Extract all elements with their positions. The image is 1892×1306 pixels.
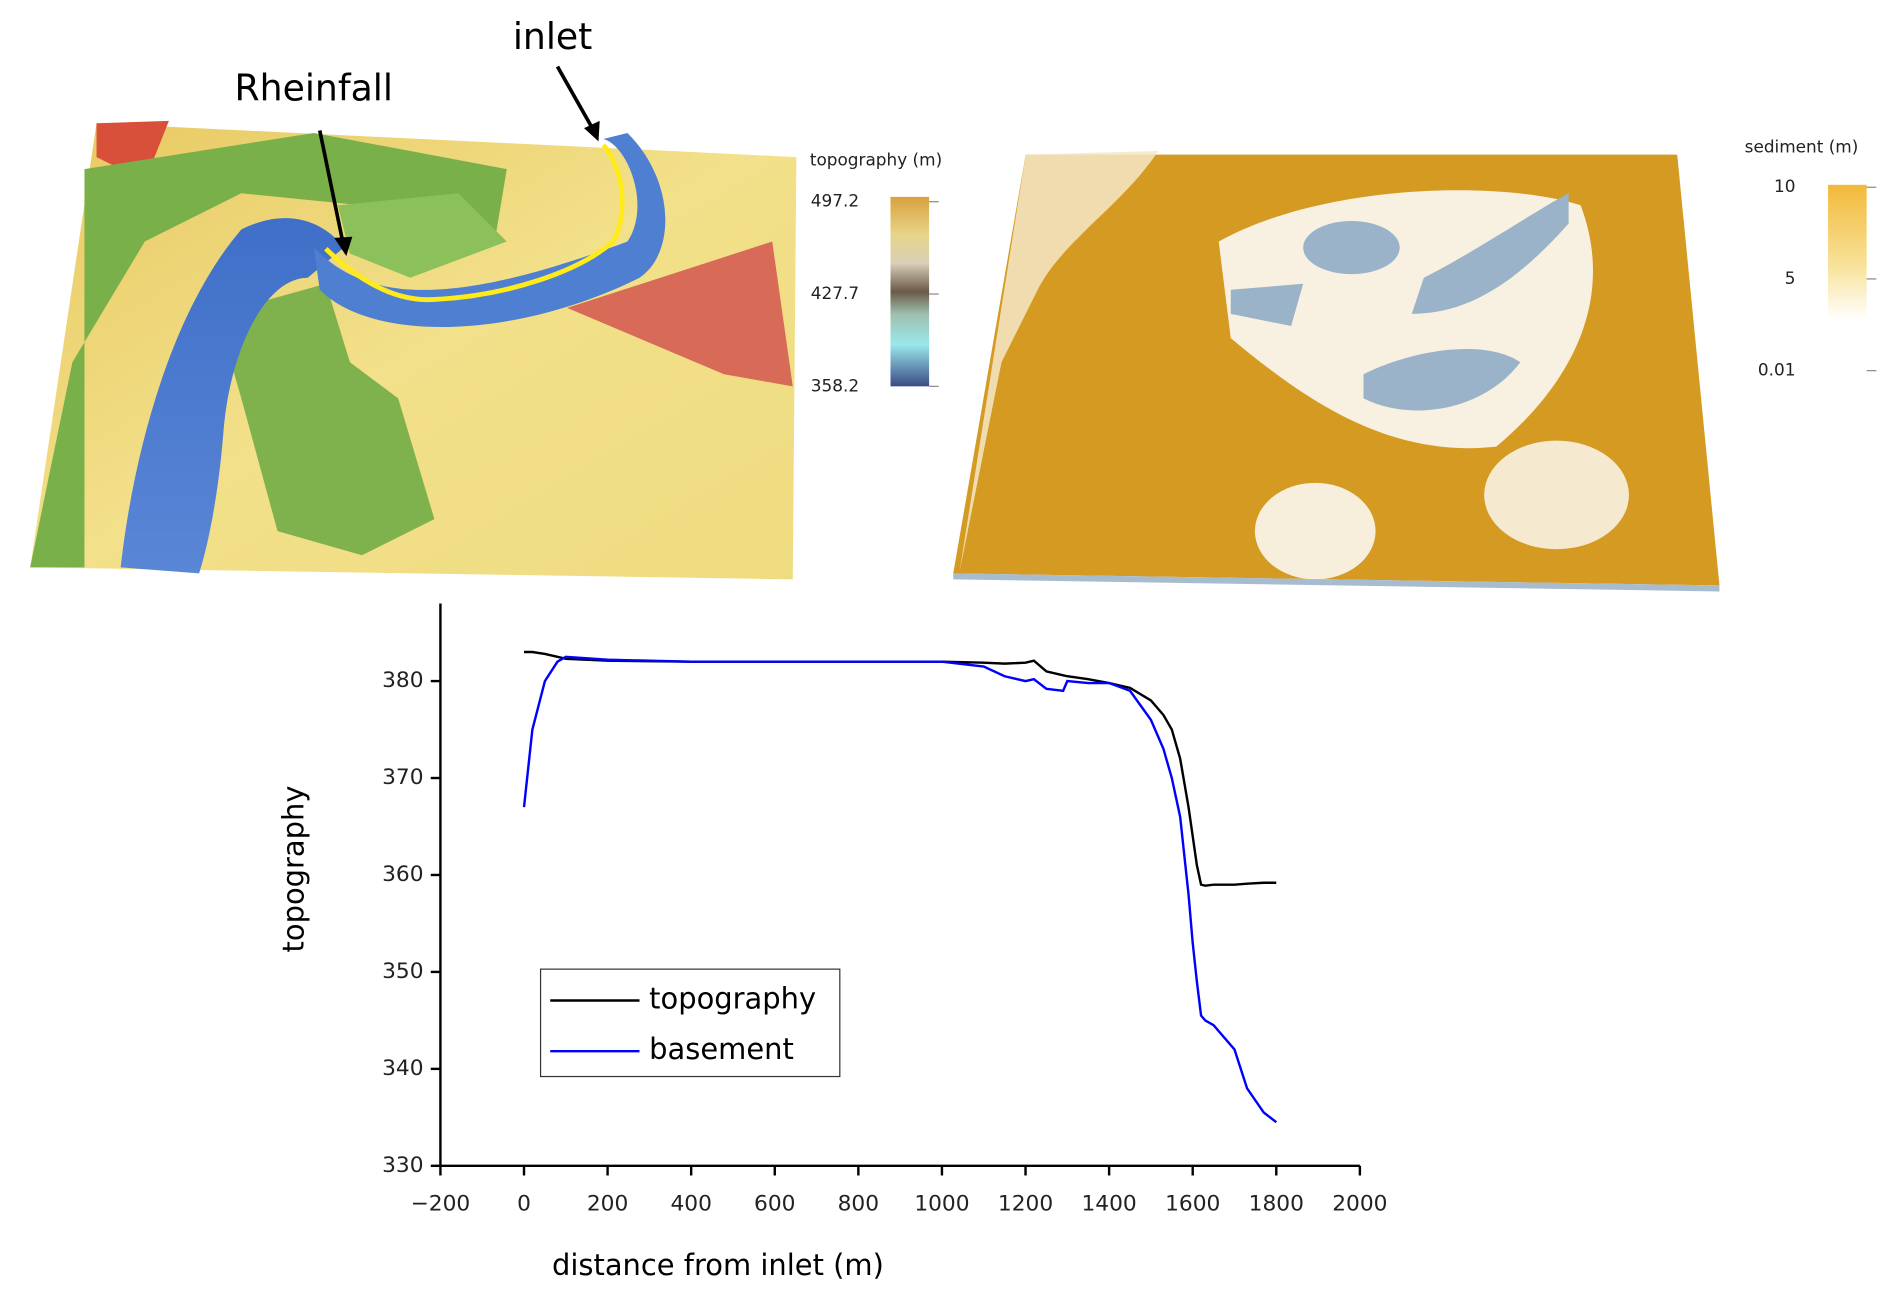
y-tick-label: 360 [382,862,423,887]
colorbar-title: sediment (m) [1745,136,1859,156]
y-tick-label: 380 [382,668,423,693]
x-tick-label: 1600 [1165,1191,1220,1216]
series-line [524,650,1277,887]
annotation: inlet [513,15,593,58]
x-tick-label: 0 [517,1191,531,1216]
colorbar-tick-label: 497.2 [811,191,859,211]
annotation: Rheinfall [235,67,393,110]
topography-map: Rheinfall inlet topography (m) 497.2 427.… [30,15,942,580]
colorbar [890,196,930,387]
x-tick-label: 400 [670,1191,711,1216]
colorbar-tick-label: 10 [1774,176,1795,196]
colorbar-tick-label: 358.2 [811,375,859,395]
colorbar-title: topography (m) [810,150,942,170]
x-tick-label: 1800 [1249,1191,1304,1216]
legend-label: basement [649,1032,794,1066]
x-tick-label: 800 [838,1191,879,1216]
line-chart: distance from inlet (m) topography 330 34… [277,603,1387,1282]
y-tick-label: 340 [382,1056,423,1081]
colorbar-tick-label: 0.01 [1758,360,1796,380]
legend-label: topography [649,982,816,1016]
x-tick-label: 600 [754,1191,795,1216]
x-tick-label: 1400 [1081,1191,1136,1216]
y-tick-label: 330 [382,1153,423,1178]
colorbar [1828,184,1867,320]
y-tick-label: 370 [382,765,423,790]
x-tick-label: 2000 [1332,1191,1387,1216]
y-axis-label: topography [277,786,311,953]
x-axis-label: distance from inlet (m) [552,1248,884,1282]
legend-box [539,968,841,1078]
x-tick-label: 200 [587,1191,628,1216]
x-tick-label: −200 [411,1191,471,1216]
x-tick-label: 1000 [914,1191,969,1216]
y-tick-label: 350 [382,959,423,984]
series-line [522,655,1278,1124]
colorbar-tick-label: 5 [1785,268,1796,288]
sediment-map: sediment (m) 10 5 0.01 [953,136,1877,592]
colorbar-tick-label: 427.7 [811,283,859,303]
x-tick-label: 1200 [998,1191,1053,1216]
